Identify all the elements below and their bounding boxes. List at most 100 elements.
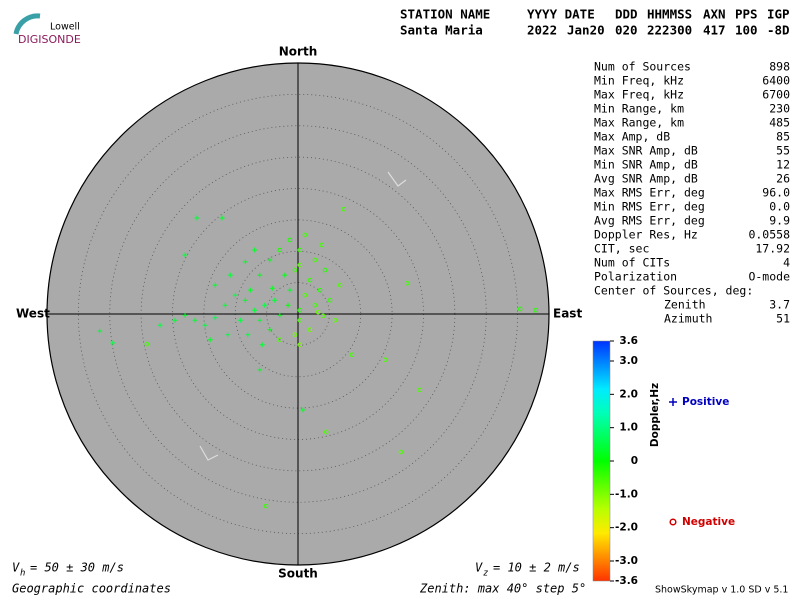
- center-value: 3.7: [769, 298, 790, 312]
- velocity-arrow: [199, 445, 219, 461]
- colorbar-tick-label: 1.0: [619, 422, 638, 434]
- source-point: [287, 237, 293, 243]
- source-point: [307, 327, 313, 332]
- source-point: [320, 313, 326, 319]
- header-column: STATION NAME: [400, 7, 490, 22]
- source-point: [300, 407, 306, 413]
- header-column: IGP: [767, 7, 790, 22]
- source-point: [245, 332, 251, 338]
- stat-label: Num of CITs: [594, 256, 670, 270]
- stat-value: 230: [769, 102, 790, 116]
- center-label: Azimuth: [664, 312, 712, 326]
- source-point: [382, 357, 388, 363]
- vz-symbol: V: [475, 561, 483, 575]
- stat-value: 0.0558: [748, 228, 790, 242]
- source-point: [322, 267, 328, 273]
- source-point: [312, 302, 318, 308]
- source-point: [297, 247, 303, 253]
- stat-label: Max Range, km: [594, 116, 684, 130]
- stat-label: CIT, sec: [594, 242, 649, 256]
- stat-value: 485: [769, 116, 790, 130]
- source-point: [172, 317, 178, 323]
- stat-value: 9.9: [769, 214, 790, 228]
- source-point: [297, 317, 303, 323]
- legend-label: Positive: [682, 396, 729, 408]
- header-value: 222300: [647, 23, 692, 38]
- stat-label: Avg RMS Err, deg: [594, 214, 705, 228]
- source-point: [182, 252, 188, 258]
- stat-label: Min Range, km: [594, 102, 684, 116]
- colorbar-tick-label: 3.0: [619, 355, 638, 367]
- source-point: [297, 342, 303, 348]
- source-point: [212, 282, 218, 288]
- stat-value: 898: [769, 60, 790, 74]
- zenith-label: Zenith: max 40° step 5°: [419, 582, 586, 596]
- header-value: 100: [735, 23, 758, 38]
- legend-label: Negative: [682, 516, 735, 528]
- source-point: [297, 262, 303, 268]
- header-value: Jan20: [567, 23, 605, 38]
- stat-value: 6400: [762, 74, 790, 88]
- center-label: Zenith: [664, 298, 706, 312]
- source-point: [242, 259, 248, 265]
- header-column: AXN: [703, 7, 726, 22]
- source-point: [222, 302, 228, 308]
- source-point: [302, 232, 308, 238]
- colorbar-tick-label: 2.0: [619, 388, 638, 400]
- header-value: 417: [703, 23, 726, 38]
- source-point: [262, 302, 268, 308]
- source-point: [252, 307, 258, 313]
- source-point: [312, 257, 318, 263]
- logo-top: Lowell: [50, 22, 80, 33]
- source-point: [263, 503, 269, 509]
- colorbar-tick-label: -2.0: [615, 522, 638, 534]
- header-column: HHMMSS: [647, 7, 692, 22]
- logo-swoosh: [13, 13, 41, 35]
- source-point: [202, 322, 208, 328]
- colorbar-tick-label: -3.6: [615, 575, 638, 587]
- source-point: [315, 309, 321, 315]
- source-point: [257, 367, 263, 373]
- coords-label: Geographic coordinates: [12, 582, 171, 596]
- stat-label: Max Freq, kHz: [594, 88, 684, 102]
- stat-value: 12: [776, 158, 790, 172]
- source-point: [292, 267, 298, 273]
- source-point: [319, 242, 325, 248]
- source-point: [212, 315, 218, 321]
- colorbar-tick-label: 3.6: [619, 335, 638, 347]
- source-point: [317, 287, 323, 293]
- colorbar-tick-label: -3.0: [615, 555, 638, 567]
- header-column: DDD: [615, 7, 638, 22]
- vz-text: = 10 ± 2 m/s: [493, 561, 580, 575]
- legend-marker: [669, 398, 677, 406]
- stat-label: Min SNR Amp, dB: [594, 158, 698, 172]
- source-point: [417, 387, 423, 393]
- source-point: [157, 322, 163, 328]
- stat-value: O-mode: [748, 270, 790, 284]
- center-title: Center of Sources, deg:: [594, 284, 753, 298]
- source-point: [227, 272, 233, 278]
- header-value: 2022: [527, 23, 557, 38]
- direction-label: South: [278, 567, 318, 581]
- stat-label: Min Freq, kHz: [594, 74, 684, 88]
- source-point: [247, 287, 253, 293]
- source-point: [327, 297, 333, 303]
- version-label: ShowSkymap v 1.0 SD v 5.1: [655, 585, 788, 596]
- header-value: Santa Maria: [400, 23, 483, 38]
- stat-label: Min RMS Err, deg: [594, 200, 705, 214]
- source-point: [307, 277, 313, 283]
- colorbar-tick-label: 0: [631, 455, 638, 467]
- source-point: [194, 215, 200, 221]
- source-point: [237, 317, 243, 323]
- source-point: [349, 352, 355, 358]
- source-point: [332, 317, 338, 323]
- stat-label: Doppler Res, Hz: [594, 228, 698, 242]
- direction-label: West: [16, 307, 50, 321]
- header-value: 020: [615, 23, 638, 38]
- source-point: [323, 429, 329, 435]
- source-point: [277, 247, 283, 253]
- header-value: -8D: [767, 23, 790, 38]
- source-point: [272, 297, 278, 303]
- center-value: 51: [776, 312, 790, 326]
- source-point: [269, 285, 275, 291]
